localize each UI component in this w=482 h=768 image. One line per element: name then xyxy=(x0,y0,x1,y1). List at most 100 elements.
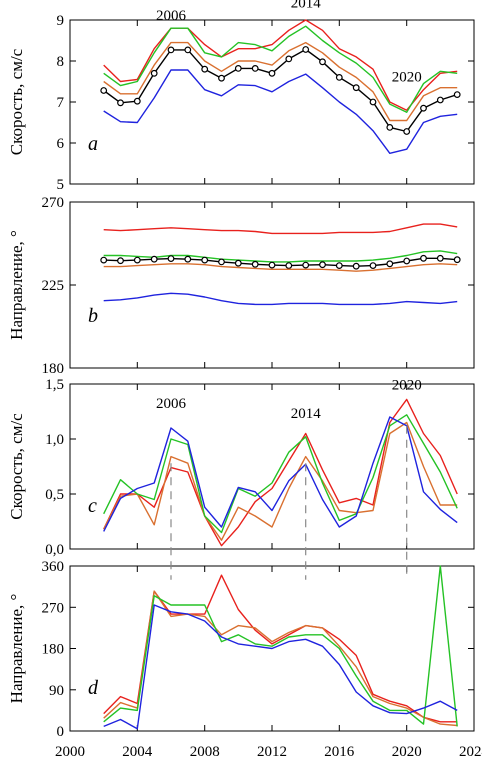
data-point-black xyxy=(167,255,175,263)
data-point-black xyxy=(268,69,276,77)
data-point-black xyxy=(150,255,158,263)
series-line-green xyxy=(103,250,458,263)
y-tick-label: 270 xyxy=(42,195,65,211)
data-point-black xyxy=(234,259,242,267)
x-tick-label: 2008 xyxy=(190,744,220,760)
data-point-black xyxy=(302,261,310,269)
panel-letter: a xyxy=(88,133,98,155)
data-point-black xyxy=(100,256,108,264)
y-axis-label: Направление, ° xyxy=(7,230,26,340)
series-line-blue xyxy=(103,604,458,730)
data-point-black xyxy=(319,261,326,269)
x-tick-label: 2024 xyxy=(459,744,482,760)
y-tick-label: 90 xyxy=(49,683,64,699)
data-point-black xyxy=(403,257,411,265)
y-tick-label: 270 xyxy=(42,600,65,616)
y-axis-label: Направление, ° xyxy=(7,594,26,704)
y-tick-label: 360 xyxy=(42,559,65,575)
data-point-black xyxy=(268,261,276,269)
y-tick-label: 0 xyxy=(57,724,65,740)
data-point-black xyxy=(234,64,242,72)
data-point-black xyxy=(352,84,360,92)
year-annotation: 2020 xyxy=(392,70,422,86)
y-tick-label: 1,0 xyxy=(45,432,64,448)
x-tick-label: 2016 xyxy=(324,744,355,760)
data-point-black xyxy=(453,91,461,98)
year-annotation: 2006 xyxy=(156,396,187,412)
y-tick-label: 9 xyxy=(57,13,65,29)
data-point-black xyxy=(386,260,394,268)
series-line-orange xyxy=(103,263,458,272)
data-point-black xyxy=(436,254,444,262)
y-tick-label: 180 xyxy=(42,361,65,377)
panel-letter: d xyxy=(88,677,99,699)
y-tick-label: 7 xyxy=(57,95,65,111)
data-point-black xyxy=(352,262,360,270)
data-point-black xyxy=(319,58,326,66)
data-point-black xyxy=(133,97,141,105)
x-tick-label: 2004 xyxy=(122,744,153,760)
data-point-black xyxy=(420,104,427,112)
panel-d: 0 90 180 270 360 Направление, ° d xyxy=(7,559,475,740)
x-tick-label: 2000 xyxy=(55,744,85,760)
year-annotation: 2006 xyxy=(156,8,187,24)
data-point-black xyxy=(167,46,175,54)
y-axis-label: Скорость, см/с xyxy=(7,48,26,155)
y-tick-label: 0,0 xyxy=(45,542,64,558)
data-point-black xyxy=(403,128,411,135)
y-tick-label: 0,5 xyxy=(45,487,64,503)
panel-c: 0,0 0,5 1,0 1,5 Скорость, см/с c 2006 2014 2020 xyxy=(7,377,475,558)
series-line-red xyxy=(103,223,458,235)
series-line-black xyxy=(103,257,458,267)
series-line-black xyxy=(103,48,458,133)
y-axis-label: Скорость, см/с xyxy=(7,413,26,520)
y-tick-label: 1,5 xyxy=(45,377,64,393)
y-tick-label: 5 xyxy=(57,177,65,193)
data-point-black xyxy=(453,256,461,264)
data-point-black xyxy=(100,87,108,94)
data-point-black xyxy=(251,260,259,268)
data-point-black xyxy=(335,73,343,81)
data-point-black xyxy=(302,46,310,53)
panel-b: 180 225 270 Направление, ° b xyxy=(7,195,475,377)
series-line-blue xyxy=(103,292,458,306)
series-line-orange xyxy=(103,590,458,727)
y-tick-label: 8 xyxy=(57,54,65,70)
data-point-black xyxy=(201,256,209,264)
series-line-orange xyxy=(103,41,458,122)
year-annotation: 2014 xyxy=(291,0,322,12)
data-point-black xyxy=(369,262,377,270)
data-point-black xyxy=(184,255,192,263)
panel-letter: b xyxy=(88,305,98,327)
series-line-blue xyxy=(103,416,458,532)
panel-a: 5 6 7 8 9 Скорость, см/с a 2006 2014 2020 xyxy=(7,0,475,193)
data-point-black xyxy=(201,65,209,73)
series-line-red xyxy=(103,19,458,111)
y-tick-label: 180 xyxy=(42,642,65,658)
x-tick-label: 2012 xyxy=(257,744,287,760)
data-point-black xyxy=(369,98,377,106)
year-annotation: 2020 xyxy=(392,378,422,394)
y-tick-label: 6 xyxy=(57,136,65,152)
data-point-black xyxy=(285,55,293,63)
series-line-red xyxy=(103,398,458,547)
data-point-black xyxy=(420,254,427,262)
data-point-black xyxy=(251,64,259,72)
data-point-black xyxy=(218,74,225,82)
series-line-green xyxy=(103,25,458,114)
series-line-orange xyxy=(103,421,458,541)
series-line-blue xyxy=(103,69,458,155)
data-point-black xyxy=(133,256,141,264)
data-point-black xyxy=(218,258,225,266)
plot-frame-c xyxy=(69,383,475,550)
data-point-black xyxy=(436,96,444,104)
data-point-black xyxy=(285,262,293,270)
x-tick-label: 2020 xyxy=(392,744,422,760)
panel-letter: c xyxy=(88,495,97,517)
data-point-black xyxy=(150,69,158,77)
data-point-black xyxy=(386,123,394,131)
series-line-green xyxy=(103,414,458,534)
data-point-black xyxy=(184,46,192,54)
year-annotation: 2014 xyxy=(291,406,322,422)
